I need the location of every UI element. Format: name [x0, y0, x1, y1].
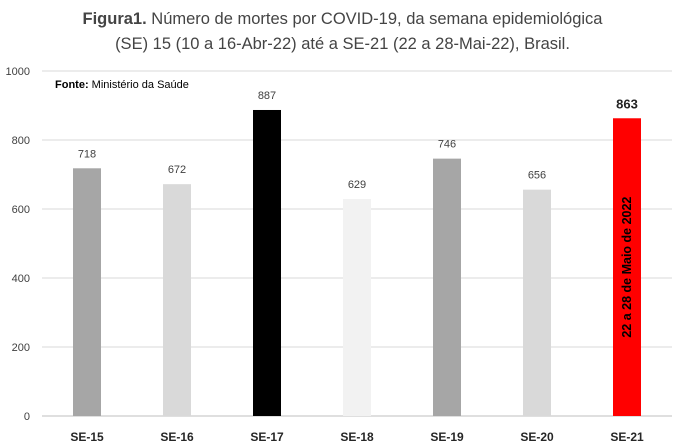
y-tick-label: 600 — [12, 204, 30, 216]
bar — [613, 118, 641, 416]
y-tick-label: 200 — [12, 342, 30, 354]
chart-title-line-2: (SE) 15 (10 a 16-Abr-22) até a SE-21 (22… — [115, 35, 570, 53]
data-label: 629 — [348, 179, 366, 191]
bar — [523, 189, 551, 416]
y-tick-label: 0 — [24, 411, 30, 423]
x-tick-label: SE-21 — [610, 430, 644, 444]
data-label: 746 — [438, 139, 456, 151]
y-tick-label: 400 — [12, 273, 30, 285]
bar — [433, 158, 461, 416]
bar — [253, 109, 281, 417]
data-label: 672 — [168, 164, 186, 176]
data-label: 863 — [616, 96, 638, 111]
data-label: 718 — [78, 148, 96, 160]
chart-title-line-1: Figura1. Número de mortes por COVID-19, … — [0, 10, 685, 29]
bar — [163, 184, 191, 416]
bar — [343, 198, 371, 416]
data-label: 656 — [528, 170, 546, 182]
source-label: Fonte: — [55, 79, 89, 91]
figure-number: Figura1. — [82, 10, 147, 28]
y-tick-label: 800 — [12, 135, 30, 147]
x-tick-label: SE-16 — [160, 430, 194, 444]
x-tick-label: SE-17 — [250, 430, 284, 444]
y-tick-label: 1000 — [6, 66, 30, 78]
chart-title-text: Número de mortes por COVID-19, da semana… — [146, 10, 603, 28]
data-label: 887 — [258, 90, 276, 102]
bar-annotation: 22 a 28 de Maio de 2022 — [620, 197, 634, 338]
x-tick-label: SE-18 — [340, 430, 374, 444]
x-tick-label: SE-20 — [520, 430, 554, 444]
source-value: Ministério da Saúde — [88, 79, 189, 91]
bar — [73, 168, 101, 416]
source-note: Fonte: Ministério da Saúde — [55, 79, 189, 91]
x-tick-label: SE-19 — [430, 430, 464, 444]
x-tick-label: SE-15 — [70, 430, 104, 444]
